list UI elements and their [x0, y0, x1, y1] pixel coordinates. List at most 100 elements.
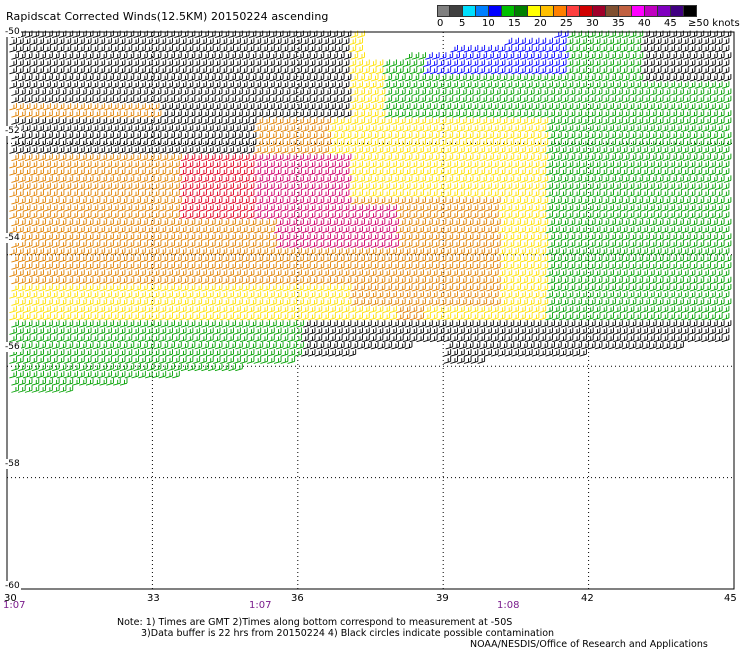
- wind-barb: [398, 175, 406, 183]
- wind-barb: [710, 30, 718, 39]
- wind-barb: [43, 334, 51, 343]
- wind-barb: [90, 312, 99, 321]
- wind-barb: [716, 95, 725, 104]
- wind-barb: [640, 81, 648, 89]
- wind-barb: [552, 204, 560, 212]
- wind-barb: [486, 131, 494, 140]
- wind-barb: [683, 139, 691, 147]
- wind-barb: [330, 255, 338, 263]
- wind-barb: [63, 334, 72, 343]
- wind-barb: [240, 334, 248, 343]
- wind-barb: [31, 284, 40, 292]
- wind-barb: [50, 312, 58, 321]
- wind-barb: [341, 247, 350, 256]
- wind-barb: [613, 146, 621, 154]
- wind-barb: [9, 269, 17, 277]
- wind-barb: [558, 349, 567, 357]
- wind-barb: [364, 139, 372, 147]
- legend-swatch: [580, 5, 593, 17]
- wind-barb: [606, 327, 614, 335]
- wind-barb: [681, 81, 689, 89]
- wind-barb: [233, 269, 241, 277]
- wind-barb: [425, 197, 433, 205]
- wind-barb: [558, 247, 567, 256]
- wind-barb: [90, 124, 99, 133]
- wind-barb: [79, 110, 87, 118]
- wind-barb: [201, 320, 209, 328]
- wind-barb: [29, 182, 38, 191]
- wind-barb: [43, 356, 51, 364]
- wind-barb: [248, 139, 257, 147]
- wind-barb: [214, 262, 223, 270]
- wind-barb: [459, 117, 467, 125]
- wind-barb: [723, 74, 732, 82]
- wind-barb: [565, 45, 574, 53]
- wind-barb: [323, 88, 331, 96]
- wind-barb: [45, 262, 53, 270]
- wind-barb: [124, 189, 133, 198]
- wind-barb: [341, 291, 350, 299]
- wind-barb: [538, 37, 547, 46]
- wind-barb: [621, 139, 630, 147]
- wind-barb: [296, 30, 304, 39]
- wind-barb: [398, 95, 406, 104]
- wind-barb: [321, 45, 329, 53]
- wind-barb: [714, 45, 723, 53]
- wind-barb: [341, 226, 350, 234]
- wind-barb: [520, 110, 528, 118]
- wind-barb: [255, 175, 264, 183]
- wind-barb: [172, 168, 180, 176]
- wind-barb: [445, 95, 454, 104]
- wind-barb: [438, 320, 447, 328]
- wind-barb: [484, 269, 492, 277]
- wind-barb: [554, 131, 562, 140]
- wind-barb: [355, 305, 363, 314]
- wind-barb: [29, 146, 38, 154]
- wind-barb: [296, 153, 304, 162]
- wind-barb: [65, 88, 74, 96]
- wind-barb: [31, 255, 40, 263]
- wind-barb: [574, 88, 583, 96]
- wind-barb: [160, 276, 169, 285]
- wind-barb: [50, 59, 58, 67]
- wind-barb: [572, 124, 581, 133]
- wind-barb: [235, 341, 243, 350]
- wind-barb: [187, 276, 196, 285]
- wind-barb: [411, 175, 420, 183]
- wind-barb: [99, 255, 108, 263]
- wind-barb: [31, 276, 40, 285]
- wind-barb: [581, 74, 589, 82]
- wind-barb: [425, 52, 433, 60]
- wind-barb: [255, 262, 264, 270]
- wind-barb: [194, 153, 203, 162]
- wind-barb: [248, 153, 257, 162]
- wind-barb: [307, 189, 316, 198]
- wind-barb: [131, 370, 140, 379]
- wind-barb: [11, 255, 19, 263]
- wind-barb: [486, 95, 494, 104]
- wind-barb: [477, 269, 486, 277]
- wind-barb: [330, 131, 338, 140]
- wind-barb: [233, 146, 241, 154]
- wind-barb: [151, 37, 160, 46]
- wind-barb: [334, 182, 343, 191]
- wind-barb: [626, 45, 635, 53]
- wind-barb: [9, 247, 17, 256]
- wind-barb: [77, 37, 85, 46]
- wind-barb: [694, 226, 703, 234]
- wind-barb: [273, 182, 282, 191]
- wind-barb: [423, 168, 431, 176]
- wind-barb: [703, 88, 711, 96]
- wind-barb: [301, 204, 309, 212]
- wind-barb: [558, 291, 567, 299]
- wind-barb: [418, 74, 426, 82]
- wind-barb: [267, 204, 275, 212]
- wind-barb: [683, 153, 691, 162]
- wind-barb: [38, 363, 47, 372]
- wind-barb: [126, 131, 135, 140]
- wind-barb: [273, 66, 282, 75]
- wind-barb: [248, 233, 257, 241]
- wind-barb: [341, 305, 350, 314]
- wind-barb: [226, 37, 235, 46]
- wind-barb: [689, 30, 698, 39]
